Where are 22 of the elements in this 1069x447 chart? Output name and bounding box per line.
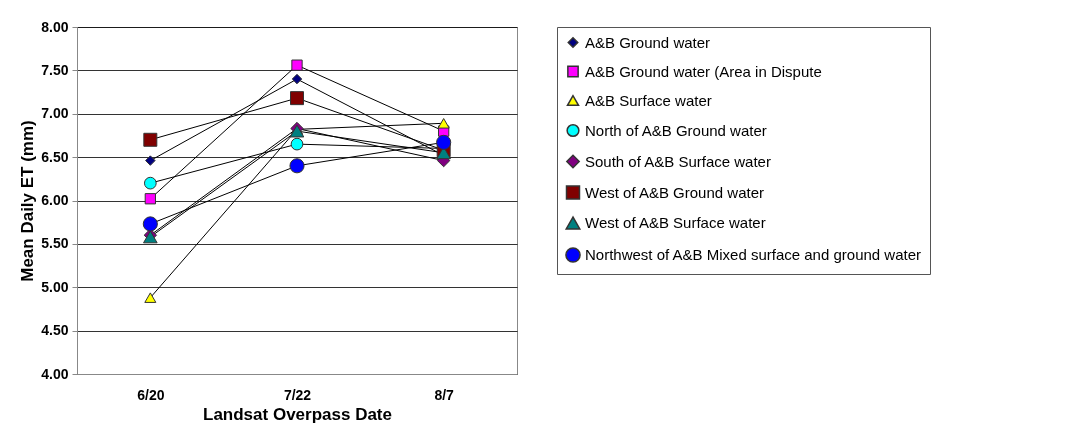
legend-label: A&B Ground water (Area in Dispute: [585, 62, 822, 80]
legend-label: South of A&B Surface water: [585, 152, 771, 170]
x-tick-label: 8/7: [434, 386, 455, 403]
y-tick-label: 6.00: [41, 192, 69, 208]
y-tick-label: 4.50: [41, 322, 69, 339]
y-tick-label: 4.00: [41, 365, 69, 382]
x-tick-label: 7/22: [283, 386, 312, 403]
y-tick-label: 5.50: [41, 235, 69, 252]
x-axis-title: Landsat Overpass Date: [203, 404, 392, 424]
legend-label: North of A&B Ground water: [585, 121, 767, 139]
y-tick-label: 8.00: [41, 18, 69, 35]
x-tick-label: 6/20: [137, 386, 165, 403]
y-tick-label: 7.50: [41, 61, 69, 78]
y-tick-label: 6.50: [41, 148, 69, 165]
legend-label: A&B Ground water: [585, 33, 711, 51]
legend-label: A&B Surface water: [585, 91, 712, 109]
legend-label: West of A&B Surface water: [585, 214, 766, 231]
y-tick-label: 7.00: [41, 105, 69, 122]
legend-label: Northwest of A&B Mixed surface and ground water: [585, 246, 922, 263]
legend-label: West of A&B Ground water: [585, 183, 764, 201]
y-axis-title: Mean Daily ET (mm): [18, 120, 38, 282]
y-tick-label: 5.00: [41, 278, 69, 295]
